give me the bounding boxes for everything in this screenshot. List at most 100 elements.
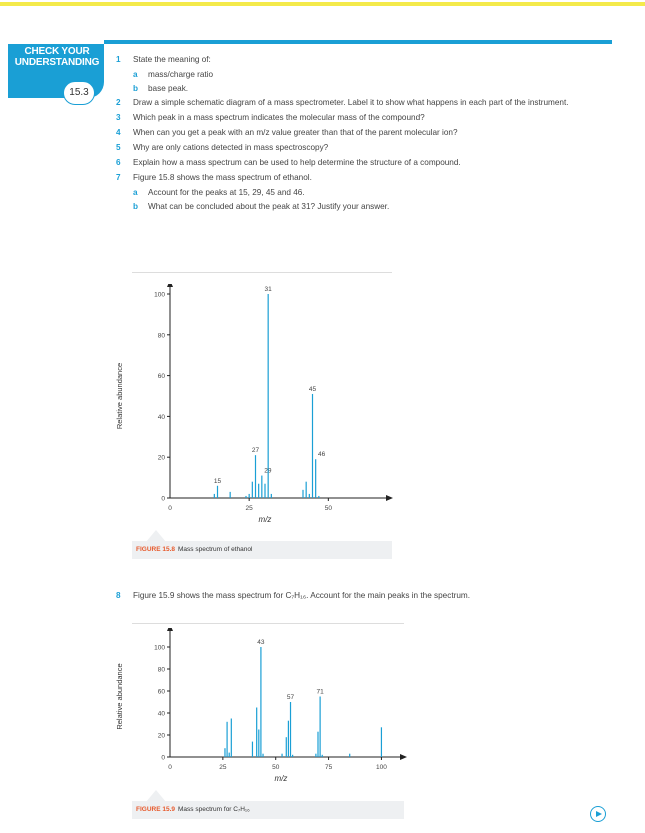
- y-tick-label: 60: [158, 373, 166, 380]
- question-5: 5 Why are only cations detected in mass s…: [116, 142, 606, 153]
- section-rule: [104, 40, 612, 44]
- x-tick-label: 50: [325, 505, 333, 512]
- spectrum-peak: [260, 647, 262, 757]
- spectrum-peak: [258, 483, 260, 498]
- question-number: 7: [116, 173, 121, 182]
- question-text: Explain how a mass spectrum can be used …: [133, 158, 461, 167]
- y-tick-label: 100: [154, 645, 165, 652]
- caption-pointer: [146, 530, 166, 542]
- spectrum-peak: [285, 737, 287, 757]
- play-icon[interactable]: [590, 806, 606, 822]
- spectrum-peak: [230, 718, 232, 757]
- peak-label: 45: [309, 386, 317, 393]
- subquestion-letter: b: [133, 84, 139, 93]
- spectrum-peak: [311, 393, 314, 498]
- question-2: 2 Draw a simple schematic diagram of a ma…: [116, 97, 606, 108]
- x-axis-arrow: [386, 495, 393, 501]
- spectrum-peak: [315, 753, 317, 757]
- figure-15-9-chart: 0 20 40 60 80 100 0 25 50 75 100 m/z Relative abunda…: [115, 628, 407, 783]
- question-number: 8: [116, 591, 121, 600]
- x-axis-arrow: [400, 754, 407, 760]
- spectrum-peak: [224, 748, 226, 757]
- spectrum-peak: [261, 475, 263, 498]
- x-tick-label: 0: [168, 505, 172, 512]
- spectrum-peak: [321, 754, 323, 757]
- spectrum-peak: [229, 491, 231, 498]
- subquestion-letter: a: [133, 70, 138, 79]
- figure-caption-text: Mass spectrum of ethanol: [178, 546, 253, 553]
- figure-divider: [132, 272, 392, 273]
- y-tick-label: 60: [158, 689, 166, 696]
- x-axis-label: m/z: [275, 774, 288, 783]
- figure-label: FIGURE 15.8: [136, 546, 176, 553]
- x-tick-label: 0: [168, 764, 172, 771]
- peak-label: 43: [257, 639, 265, 646]
- spectrum-peak: [264, 483, 266, 498]
- y-tick-label: 20: [158, 733, 166, 740]
- question-number: 3: [116, 113, 121, 122]
- subquestion-letter: a: [133, 188, 138, 197]
- caption-pointer: [146, 790, 166, 802]
- spectrum-peak: [248, 493, 250, 498]
- spectrum-peak: [245, 495, 247, 498]
- y-tick-label: 40: [158, 414, 166, 421]
- question-number: 6: [116, 158, 121, 167]
- question-number: 5: [116, 143, 121, 152]
- subquestion-text: What can be concluded about the peak at …: [148, 202, 390, 211]
- x-tick-label: 25: [246, 505, 254, 512]
- spectrum-peak: [308, 493, 310, 498]
- subquestion-text: base peak.: [148, 84, 189, 93]
- question-4: 4 When can you get a peak with an m/z val…: [116, 127, 606, 138]
- spectrum-peak: [254, 455, 257, 498]
- question-number: 4: [116, 128, 121, 137]
- spectrum-peak: [228, 752, 230, 757]
- spectrum-peak: [251, 481, 253, 498]
- question-8: 8 Figure 15.9 shows the mass spectrum for…: [116, 590, 606, 605]
- top-rule: [0, 2, 645, 6]
- question-number: 1: [116, 55, 121, 64]
- y-axis-arrow: [167, 284, 173, 287]
- check-understanding-badge: CHECK YOUR UNDERSTANDING 15.3: [8, 44, 108, 114]
- section-number: 15.3: [63, 81, 95, 105]
- figure-15-8-chart: 0 20 40 60 80 100 0 25 50 m/z Relative abundance 15…: [115, 284, 393, 524]
- subquestion-text: mass/charge ratio: [148, 70, 214, 79]
- question-1: 1 State the meaning of: a mass/charge rati…: [116, 54, 606, 94]
- y-tick-label: 80: [158, 332, 166, 339]
- subquestion-text: Account for the peaks at 15, 29, 45 and …: [148, 188, 305, 197]
- question-7: 7 Figure 15.8 shows the mass spectrum of …: [116, 172, 606, 212]
- question-3: 3 Which peak in a mass spectrum indicates…: [116, 112, 606, 123]
- question-number: 2: [116, 98, 121, 107]
- y-axis-label: Relative abundance: [115, 363, 124, 429]
- figure-15-8-caption: FIGURE 15.8 Mass spectrum of ethanol: [132, 541, 392, 559]
- figure-divider: [132, 623, 404, 624]
- spectrum-peak: [226, 721, 228, 757]
- y-tick-label: 100: [154, 292, 165, 299]
- question-text: Figure 15.8 shows the mass spectrum of e…: [133, 173, 312, 182]
- peak-label: 15: [214, 478, 222, 485]
- spectrum-peak: [258, 729, 260, 757]
- y-tick-label: 80: [158, 667, 166, 674]
- spectrum-peak: [292, 754, 294, 757]
- y-tick-label: 0: [161, 755, 165, 762]
- spectrum-peak: [380, 727, 383, 757]
- spectrum-peak: [216, 485, 219, 498]
- x-tick-label: 50: [272, 764, 280, 771]
- x-axis-label: m/z: [259, 515, 272, 524]
- x-tick-label: 25: [219, 764, 227, 771]
- y-axis-label: Relative abundance: [115, 663, 124, 729]
- question-list: 1 State the meaning of: a mass/charge rati…: [116, 54, 606, 215]
- question-text: Draw a simple schematic diagram of a mas…: [133, 98, 569, 107]
- subquestion-letter: b: [133, 202, 139, 211]
- figure-caption-text: Mass spectrum for C₇H₁₆: [178, 806, 250, 813]
- figure-label: FIGURE 15.9: [136, 806, 176, 813]
- spectrum-peak: [281, 753, 283, 757]
- peak-label: 31: [265, 286, 273, 293]
- y-axis-arrow: [167, 628, 173, 631]
- spectrum-peak: [319, 696, 321, 757]
- spectrum-peak: [270, 493, 272, 498]
- peak-label: 27: [252, 447, 260, 454]
- question-text: Figure 15.9 shows the mass spectrum for …: [133, 591, 470, 600]
- spectrum-peak: [349, 753, 351, 757]
- peak-label: 57: [287, 694, 295, 701]
- spectrum-peak: [251, 741, 254, 757]
